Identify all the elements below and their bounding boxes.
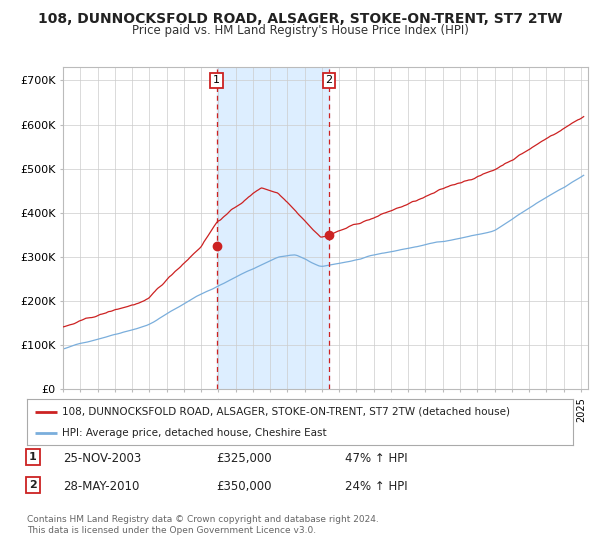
- Text: 108, DUNNOCKSFOLD ROAD, ALSAGER, STOKE-ON-TRENT, ST7 2TW: 108, DUNNOCKSFOLD ROAD, ALSAGER, STOKE-O…: [38, 12, 562, 26]
- Text: This data is licensed under the Open Government Licence v3.0.: This data is licensed under the Open Gov…: [27, 526, 316, 535]
- Text: 1: 1: [29, 452, 37, 462]
- Text: Price paid vs. HM Land Registry's House Price Index (HPI): Price paid vs. HM Land Registry's House …: [131, 24, 469, 37]
- Text: 1: 1: [213, 76, 220, 86]
- Text: 47% ↑ HPI: 47% ↑ HPI: [345, 452, 407, 465]
- Text: 108, DUNNOCKSFOLD ROAD, ALSAGER, STOKE-ON-TRENT, ST7 2TW (detached house): 108, DUNNOCKSFOLD ROAD, ALSAGER, STOKE-O…: [62, 407, 511, 417]
- Text: £325,000: £325,000: [216, 452, 272, 465]
- Text: £350,000: £350,000: [216, 480, 271, 493]
- Text: 28-MAY-2010: 28-MAY-2010: [63, 480, 139, 493]
- Text: 2: 2: [325, 76, 332, 86]
- Text: 24% ↑ HPI: 24% ↑ HPI: [345, 480, 407, 493]
- Text: 2: 2: [29, 480, 37, 490]
- Bar: [217, 67, 329, 389]
- Text: Contains HM Land Registry data © Crown copyright and database right 2024.: Contains HM Land Registry data © Crown c…: [27, 515, 379, 524]
- Text: HPI: Average price, detached house, Cheshire East: HPI: Average price, detached house, Ches…: [62, 428, 327, 438]
- Text: 25-NOV-2003: 25-NOV-2003: [63, 452, 141, 465]
